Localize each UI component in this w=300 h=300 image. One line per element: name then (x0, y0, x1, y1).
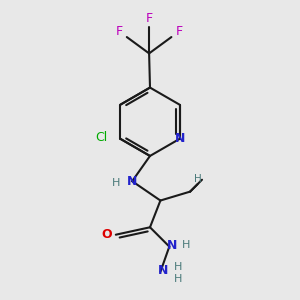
Text: H: H (182, 240, 191, 250)
Text: F: F (146, 12, 153, 25)
Text: F: F (175, 25, 182, 38)
Text: H: H (112, 178, 120, 188)
Text: H: H (173, 262, 182, 272)
Text: N: N (126, 175, 137, 188)
Text: N: N (158, 264, 169, 277)
Text: N: N (174, 132, 185, 146)
Text: O: O (101, 228, 112, 241)
Text: N: N (167, 238, 178, 252)
Text: Cl: Cl (95, 131, 107, 144)
Text: H: H (194, 174, 202, 184)
Text: H: H (173, 274, 182, 284)
Text: F: F (116, 25, 123, 38)
